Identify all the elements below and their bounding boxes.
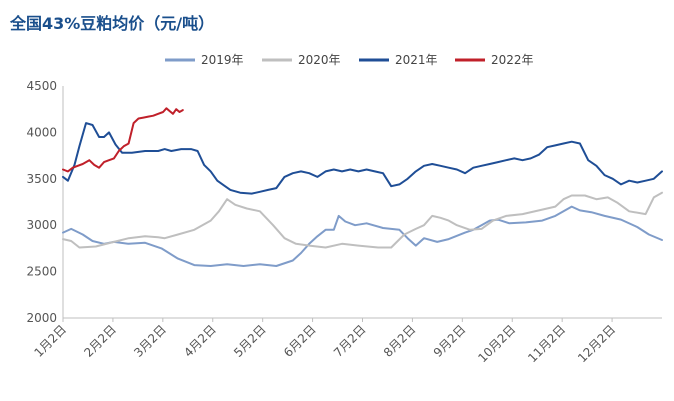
- chart-title: 全国43%豆粕均价（元/吨）: [10, 14, 215, 33]
- legend-label: 2019年: [201, 53, 244, 67]
- series-line-2021: [62, 122, 663, 195]
- x-tick-label: 3月2日: [131, 322, 169, 360]
- y-tick-label: 3500: [26, 172, 57, 186]
- x-tick-label: 12月2日: [575, 322, 618, 365]
- x-tick-label: 2月2日: [81, 322, 119, 360]
- x-axis-ticks: 1月2日 2月2日 3月2日 4月2日 5月2日 6月2日 7月2日 8月2日 9月2日 10月2…: [31, 318, 618, 365]
- chart-legend: 2019年 2020年 2021年 2022年: [165, 53, 534, 67]
- legend-label: 2021年: [395, 53, 438, 67]
- x-tick-label: 1月2日: [31, 322, 69, 360]
- x-tick-label: 8月2日: [381, 322, 419, 360]
- series-lines: [62, 107, 663, 267]
- y-tick-label: 4500: [26, 79, 57, 93]
- series-line-2022: [62, 107, 184, 173]
- x-tick-label: 6月2日: [281, 322, 319, 360]
- x-tick-label: 4月2日: [181, 322, 219, 360]
- legend-label: 2022年: [491, 53, 534, 67]
- y-tick-label: 3000: [26, 218, 57, 232]
- x-tick-label: 7月2日: [331, 322, 369, 360]
- y-axis-ticks: 2000 2500 3000 3500 4000 4500: [26, 79, 57, 325]
- y-tick-label: 4000: [26, 125, 57, 139]
- x-tick-label: 5月2日: [231, 322, 269, 360]
- series-line-2020: [62, 191, 663, 249]
- x-tick-label: 10月2日: [475, 322, 518, 365]
- x-tick-label: 11月2日: [525, 322, 568, 365]
- y-tick-label: 2000: [26, 311, 57, 325]
- legend-label: 2020年: [298, 53, 341, 67]
- y-tick-label: 2500: [26, 265, 57, 279]
- chart-axes: [62, 86, 662, 319]
- series-line-2019: [62, 205, 663, 267]
- x-tick-label: 9月2日: [431, 322, 469, 360]
